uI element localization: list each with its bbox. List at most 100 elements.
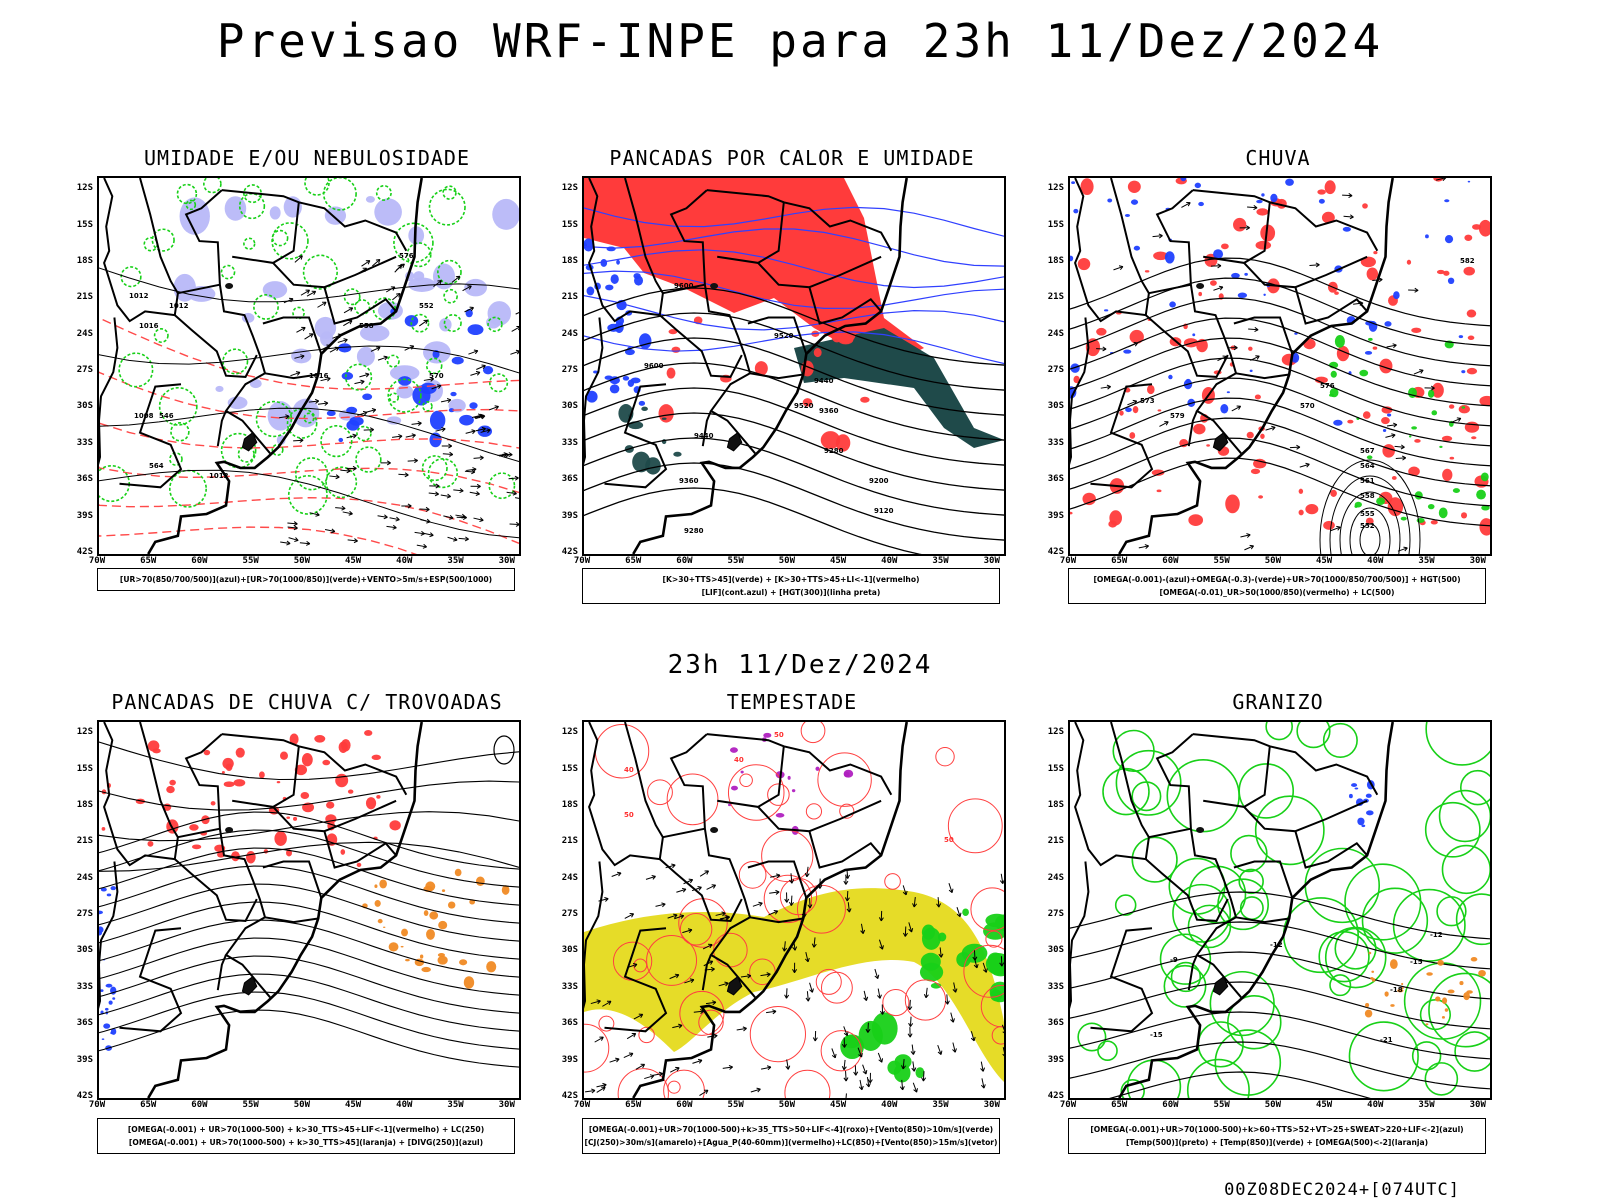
omega-area-blue-patch	[1249, 369, 1253, 373]
lake-marker	[225, 826, 234, 833]
wind-vector	[667, 914, 678, 919]
wind-vector-head	[324, 400, 329, 406]
wind-vector	[386, 525, 397, 529]
latitude-tick-label: 24S	[561, 328, 578, 339]
wind-vector-head	[784, 898, 790, 903]
wind-vector-head	[865, 1028, 871, 1033]
contour-line	[99, 1009, 519, 1068]
contour-value-label: 1016	[139, 322, 159, 330]
contour-line	[99, 865, 519, 924]
contour-line	[99, 811, 519, 842]
wind-vector-head	[417, 421, 422, 426]
omega-area-orange-patch	[1397, 988, 1404, 993]
latitude-tick-label: 15S	[1047, 763, 1064, 774]
forecast-map: 1012 1016 1012 1008 1012 1016 576 570 564 558 552 5…	[97, 176, 521, 556]
map-canvas: 50 40 50 40 50	[584, 722, 1004, 1098]
upper-humidity-area-patch	[432, 263, 456, 290]
wind-850-area-green-patch	[962, 908, 969, 916]
border-line	[99, 861, 119, 1010]
temp-contour	[1172, 883, 1232, 943]
longitude-tick-label: 55W	[727, 556, 744, 566]
humidity-contour	[153, 328, 169, 343]
lifted-index-area	[584, 238, 652, 406]
wind-vector	[909, 1016, 912, 1027]
forecast-time-label: 23h 11/Dez/2024	[667, 650, 933, 680]
contour-line	[1070, 457, 1490, 527]
wind-vector-head	[1144, 544, 1149, 549]
omega-area-orange-patch	[1478, 969, 1486, 977]
wind-vector	[760, 973, 771, 977]
wind-vector	[398, 473, 409, 476]
contour-value-label: 50	[624, 811, 634, 819]
thunderstorm-area-orange-patch	[405, 958, 410, 962]
wind-vector-head	[679, 914, 685, 919]
border-line	[757, 806, 882, 869]
contour-line	[584, 312, 1004, 391]
wind-vector-head	[938, 953, 944, 958]
longitude-tick-label: 50W	[293, 1100, 311, 1110]
longitude-tick-label: 65W	[1111, 1100, 1128, 1110]
wind-vector-head	[508, 452, 513, 458]
panel-title: UMIDADE E/OU NEBULOSIDADE	[143, 146, 471, 170]
humidity-contour	[271, 443, 284, 456]
omega-area-blue-patch	[1384, 321, 1392, 327]
longitude-tick-label: 60W	[191, 1100, 208, 1110]
omega-area-blue-patch	[1382, 429, 1387, 432]
wind-vector-head	[1132, 399, 1138, 405]
rain-area-red-patch	[1146, 384, 1155, 395]
latitude-tick-label: 12S	[561, 727, 578, 738]
thunderstorm-area-red-patch	[210, 801, 216, 806]
wind-vector-head	[1002, 1031, 1004, 1034]
contour-value-label: -21	[1380, 1036, 1393, 1044]
temp-contour	[1361, 887, 1429, 954]
wind-vector	[902, 885, 907, 896]
wind-vector	[846, 890, 849, 902]
rain-area-red-patch	[1372, 346, 1378, 350]
omega-area-blue-patch	[1261, 193, 1265, 197]
omega-area-orange-patch	[1371, 970, 1375, 973]
water-contour	[817, 752, 872, 807]
wind-vector	[389, 517, 400, 521]
rain-area-red-patch	[1144, 270, 1150, 273]
contour-value-label: 50	[774, 731, 784, 739]
wind-850-area-green-south-patch	[842, 1034, 861, 1049]
border-line	[1110, 722, 1150, 838]
omega-area-orange-patch	[1426, 972, 1433, 976]
storm-area-purple	[728, 732, 854, 835]
wind-vector	[867, 1022, 869, 1033]
thunderstorm-area-orange-patch	[421, 966, 431, 973]
rain-area-red-patch	[1466, 367, 1478, 375]
rain-area-red-patch	[1070, 511, 1073, 515]
humidity-contour	[322, 178, 357, 211]
omega-area-green-patch	[1427, 389, 1435, 398]
contour-value-label: 576	[1320, 382, 1335, 390]
latitude-tick-label: 39S	[1047, 1054, 1064, 1065]
wind-vector	[769, 891, 780, 894]
contour-value-label: 1012	[129, 292, 149, 300]
wind-vector	[329, 347, 339, 353]
rain-area-red-patch	[1382, 444, 1395, 458]
wind-vector	[1413, 369, 1424, 375]
humidity-contour	[388, 392, 400, 403]
temp-contour	[1186, 1058, 1250, 1098]
rain-area-red-patch	[1381, 417, 1390, 425]
omega-area-green-patch	[1329, 393, 1334, 397]
wind-vector-head	[479, 455, 484, 461]
latitude-tick-label: 42S	[561, 547, 578, 557]
wind-vector	[1217, 355, 1227, 362]
wind-vector-head	[841, 1065, 847, 1071]
humidity-core-area-patch	[346, 406, 358, 414]
storm-area-purple-patch	[791, 789, 796, 793]
wind-vector	[843, 1026, 848, 1036]
contour-line	[99, 469, 519, 539]
wind-vector-head	[503, 452, 508, 458]
wind-vector-head	[514, 475, 519, 481]
wind-vector	[346, 434, 357, 439]
omega-area-orange-patch	[1364, 1009, 1373, 1018]
wind-vector-head	[1296, 444, 1301, 450]
divergence-area-blue-patch	[112, 997, 116, 1000]
divergence-area-blue-patch	[100, 989, 104, 992]
latitude-tick-label: 15S	[76, 763, 93, 774]
temp-850-contours	[1077, 722, 1490, 1098]
coastline	[147, 178, 423, 554]
